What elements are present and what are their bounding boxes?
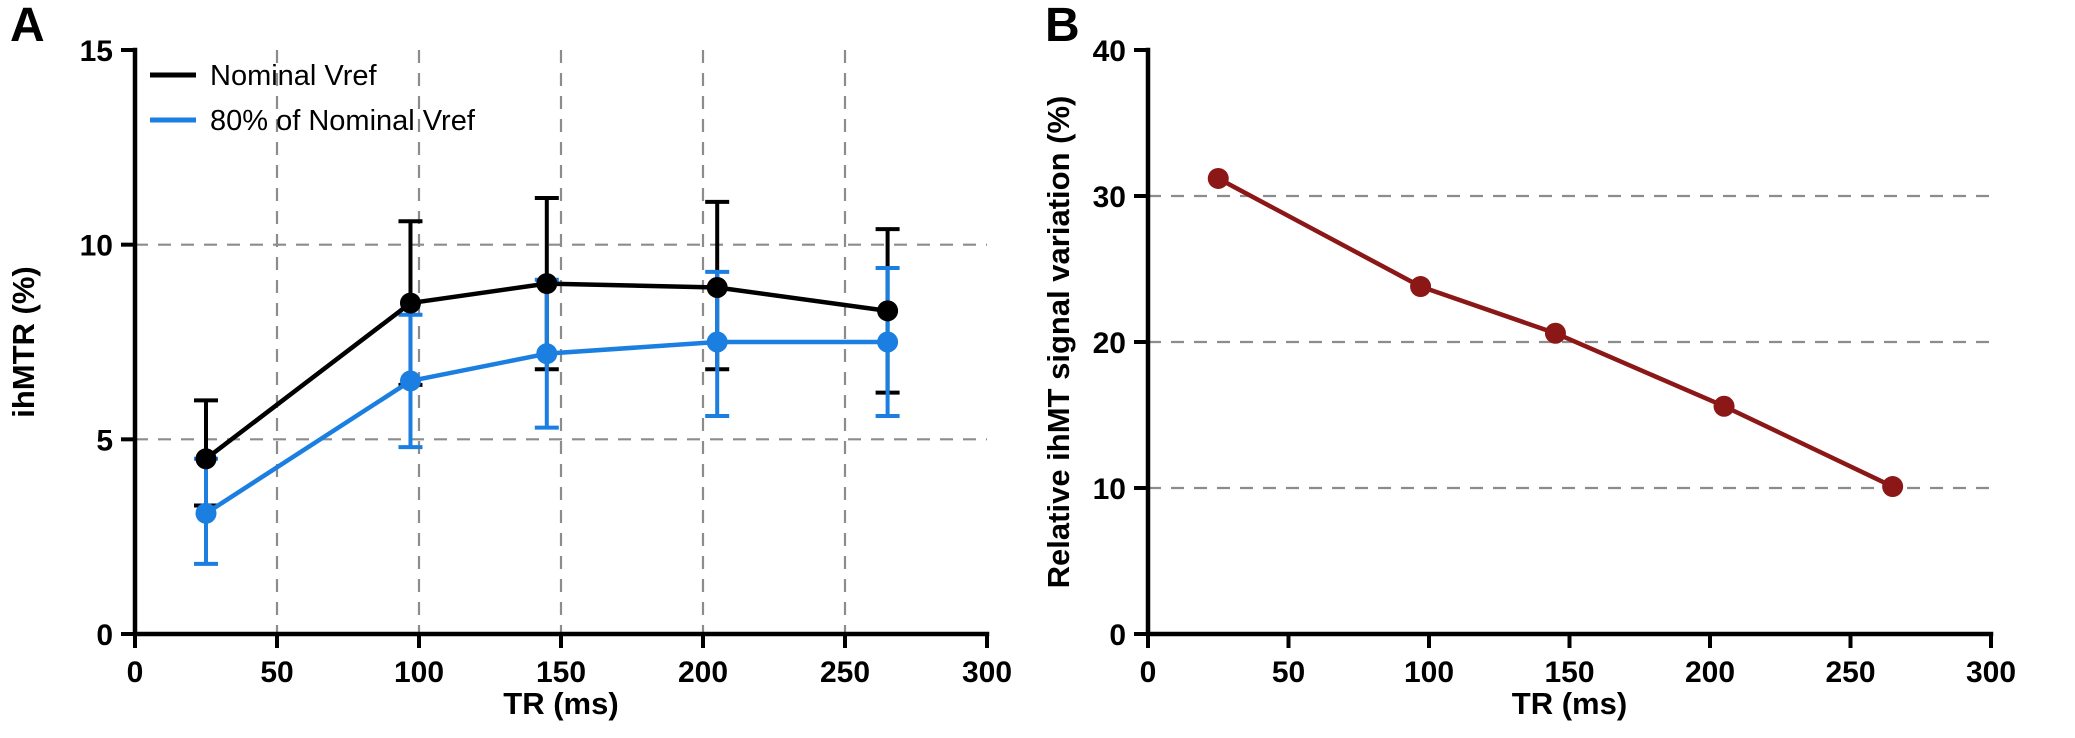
x-tick-label: 150: [1544, 656, 1594, 689]
x-tick-label: 50: [1272, 656, 1305, 689]
chart-relative-ihmt-signal-vs-tr: 0 50 100 150 200 250 300 0 10 20 30 40 TR (ms) Relati…: [1041, 35, 2016, 721]
y-tick-label: 10: [1093, 473, 1126, 506]
x-tick-label: 300: [1966, 656, 2016, 689]
x-tick-label: 200: [678, 656, 728, 689]
data-point: [399, 370, 421, 392]
x-tick-label: 250: [820, 656, 870, 689]
data-point: [536, 343, 558, 365]
data-point: [1207, 167, 1229, 189]
x-tick-label: 0: [1140, 656, 1157, 689]
y-tick-label: 40: [1093, 35, 1126, 68]
y-tick-label: 0: [1109, 619, 1126, 652]
x-tick-label: 200: [1685, 656, 1735, 689]
legend-label: Nominal Vref: [210, 60, 377, 92]
data-point: [1882, 476, 1904, 498]
x-tick-label: 250: [1825, 656, 1875, 689]
x-tick-label: 100: [1404, 656, 1454, 689]
y-tick-label: 30: [1093, 181, 1126, 214]
chart-ihmtr-vs-tr: 0 50 100 150 200 250 300 0 5 10 15 TR (ms) ihMTR (%)…: [6, 35, 1012, 721]
x-tick-label: 0: [127, 656, 144, 689]
x-tick-label: 100: [394, 656, 444, 689]
panel-a-label: A: [10, 0, 45, 52]
panel-b-label: B: [1045, 0, 1080, 52]
y-axis-title: ihMTR (%): [6, 266, 41, 418]
y-tick-label: 0: [96, 619, 113, 652]
y-tick-label: 20: [1093, 327, 1126, 360]
data-point: [877, 300, 899, 322]
x-tick-label: 50: [260, 656, 293, 689]
data-point: [399, 292, 421, 314]
data-point: [1713, 395, 1735, 417]
x-axis-title: TR (ms): [503, 686, 618, 721]
x-tick-label: 150: [536, 656, 586, 689]
data-point: [877, 331, 899, 353]
x-tick-label: 300: [962, 656, 1012, 689]
y-tick-label: 5: [96, 424, 113, 457]
y-tick-label: 15: [80, 35, 113, 68]
x-axis-title: TR (ms): [1512, 686, 1627, 721]
panel-b: B 0 50 100 150 200 250 300 0 10 20 30 40 TR (ms) Rela…: [1035, 0, 2075, 738]
legend-label: 80% of Nominal Vref: [210, 105, 476, 137]
data-point: [706, 276, 728, 298]
data-point: [706, 331, 728, 353]
data-point: [195, 448, 217, 470]
y-axis-title: Relative ihMT signal variation (%): [1041, 96, 1076, 589]
data-point: [536, 273, 558, 295]
data-point: [1410, 276, 1432, 298]
data-point: [195, 502, 217, 524]
data-point: [1544, 322, 1566, 344]
y-tick-label: 10: [80, 230, 113, 263]
panel-a: A 0 50 100 150 200 250 300 0 5 10 15 TR (ms) ihMTR (…: [0, 0, 1035, 738]
